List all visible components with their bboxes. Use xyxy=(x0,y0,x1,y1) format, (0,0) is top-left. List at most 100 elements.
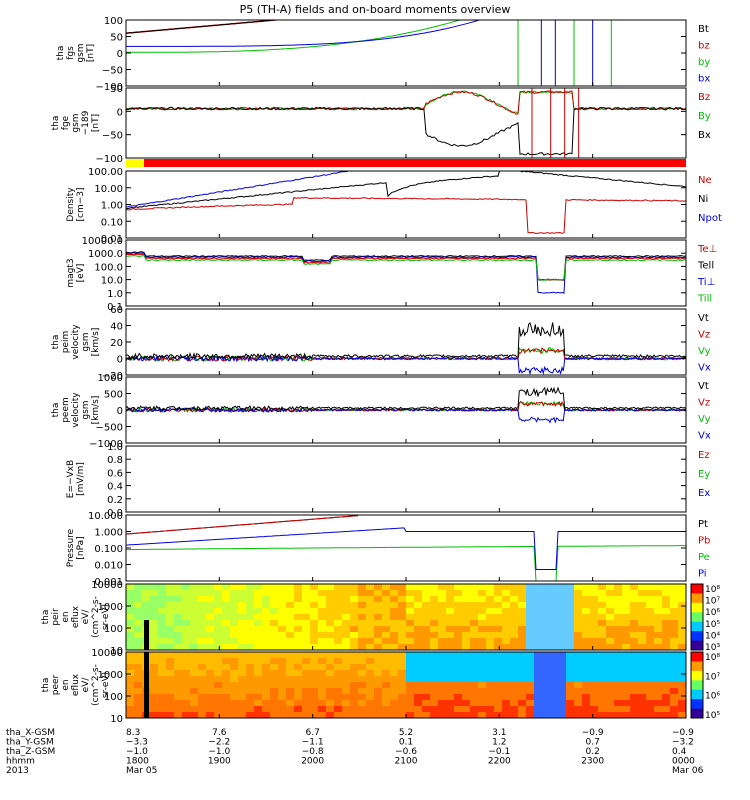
heat-cell xyxy=(446,688,455,695)
heat-cell xyxy=(318,658,327,665)
heat-cell xyxy=(366,584,375,591)
x-axis-row-label: tha_Z-GSM xyxy=(6,747,55,757)
heat-cell xyxy=(342,638,351,645)
heat-cell xyxy=(574,620,583,627)
heat-cell xyxy=(366,694,375,701)
heat-cell xyxy=(350,644,359,650)
heat-cell xyxy=(238,652,247,659)
heat-cell xyxy=(262,590,271,597)
heat-cell xyxy=(262,652,271,659)
heat-cell xyxy=(494,596,503,603)
heat-cell xyxy=(582,626,591,633)
heat-cell xyxy=(510,608,519,615)
heat-cell xyxy=(126,670,135,677)
heat-cell xyxy=(134,584,143,591)
heat-cell xyxy=(382,652,391,659)
heat-cell xyxy=(438,706,447,713)
panel-pressure-plot xyxy=(126,515,686,581)
heat-cell xyxy=(526,670,535,677)
heat-cell xyxy=(190,590,199,597)
heat-cell xyxy=(646,694,655,701)
heat-cell xyxy=(526,652,535,659)
heat-cell xyxy=(334,614,343,621)
data-gap-bar xyxy=(144,620,149,650)
heat-cell xyxy=(494,658,503,665)
heat-cell xyxy=(670,626,679,633)
heat-cell xyxy=(286,682,295,689)
heat-cell xyxy=(350,682,359,689)
heat-cell xyxy=(358,670,367,677)
heat-cell xyxy=(150,700,159,707)
heat-cell xyxy=(382,608,391,615)
heat-cell xyxy=(198,632,207,639)
heat-cell xyxy=(438,712,447,718)
heat-cell xyxy=(574,694,583,701)
heat-cell xyxy=(622,626,631,633)
heat-cell xyxy=(398,608,407,615)
heat-cell xyxy=(310,602,319,609)
heat-cell xyxy=(190,638,199,645)
heat-cell xyxy=(358,602,367,609)
heat-cell xyxy=(486,632,495,639)
heat-cell xyxy=(590,670,599,677)
heat-cell xyxy=(654,700,663,707)
heat-cell xyxy=(510,694,519,701)
heat-cell xyxy=(342,670,351,677)
heat-cell xyxy=(334,706,343,713)
heat-cell xyxy=(678,682,686,689)
heat-cell xyxy=(446,670,455,677)
panel-frame xyxy=(125,308,687,376)
heat-cell xyxy=(374,602,383,609)
legend-entry: Ey xyxy=(698,469,710,480)
heat-cell xyxy=(550,682,559,689)
heat-cell xyxy=(638,584,647,591)
heat-cell xyxy=(190,614,199,621)
heat-cell xyxy=(406,682,415,689)
heat-cell xyxy=(422,626,431,633)
heat-cell xyxy=(534,658,543,665)
heat-cell xyxy=(246,664,255,671)
heat-cell xyxy=(174,632,183,639)
heat-cell xyxy=(526,706,535,713)
heat-cell xyxy=(262,638,271,645)
heat-cell xyxy=(246,608,255,615)
series-Pi xyxy=(126,527,686,570)
heat-cell xyxy=(374,694,383,701)
heat-cell xyxy=(550,694,559,701)
heat-cell xyxy=(334,712,343,718)
heat-cell xyxy=(646,602,655,609)
heat-cell xyxy=(502,706,511,713)
heat-cell xyxy=(486,644,495,650)
heat-cell xyxy=(542,712,551,718)
heat-cell xyxy=(270,652,279,659)
heat-cell xyxy=(254,706,263,713)
heat-cell xyxy=(198,626,207,633)
heat-cell xyxy=(478,694,487,701)
heat-cell xyxy=(382,682,391,689)
heat-cell xyxy=(470,682,479,689)
heat-cell xyxy=(478,664,487,671)
legend-entry: Till xyxy=(697,294,712,305)
heat-cell xyxy=(206,632,215,639)
heat-cell xyxy=(294,638,303,645)
heat-cell xyxy=(334,632,343,639)
heat-cell xyxy=(510,688,519,695)
y-tick-label: 100 xyxy=(104,16,123,27)
heat-cell xyxy=(198,658,207,665)
heat-cell xyxy=(502,620,511,627)
heat-cell xyxy=(366,608,375,615)
heat-cell xyxy=(462,602,471,609)
heat-cell xyxy=(454,644,463,650)
heat-cell xyxy=(278,700,287,707)
heat-cell xyxy=(454,694,463,701)
heat-cell xyxy=(614,596,623,603)
heat-cell xyxy=(286,584,295,591)
heat-cell xyxy=(518,620,527,627)
heat-cell xyxy=(430,632,439,639)
heat-cell xyxy=(446,652,455,659)
heat-cell xyxy=(390,670,399,677)
heat-cell xyxy=(598,688,607,695)
heat-cell xyxy=(390,712,399,718)
heat-cell xyxy=(670,632,679,639)
